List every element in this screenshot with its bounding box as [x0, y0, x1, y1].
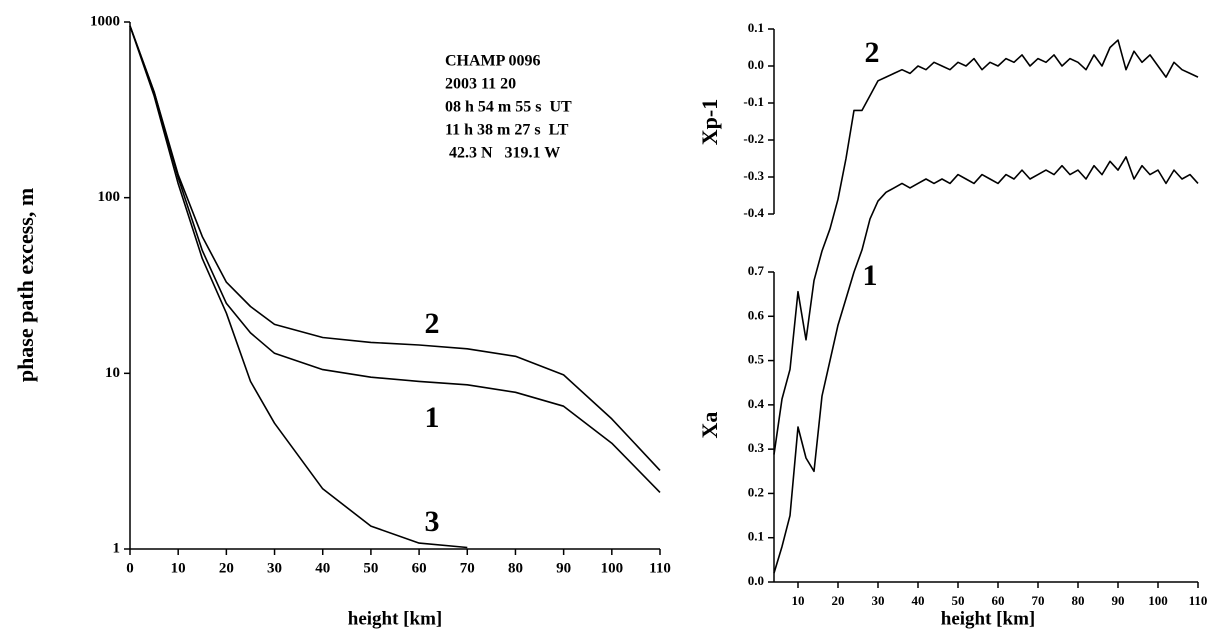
- x-tick-label: 30: [872, 593, 885, 608]
- x-tick-label: 30: [267, 560, 282, 576]
- x-tick-label: 20: [832, 593, 845, 608]
- x-tick-label: 110: [1189, 593, 1208, 608]
- x-tick-label: 50: [952, 593, 965, 608]
- x-tick-label: 90: [1112, 593, 1125, 608]
- series-line: [773, 156, 1199, 574]
- series-line: [129, 25, 661, 493]
- y2-axis-label: Xa: [697, 412, 722, 439]
- x-axis-label: height [km]: [941, 608, 1035, 629]
- annotation: 2003 11 20: [445, 76, 516, 93]
- y-axis-label: phase path excess, m: [13, 188, 38, 382]
- series-line: [129, 25, 661, 471]
- y-tick-label: 0.5: [748, 352, 765, 367]
- annotation: 42.3 N 319.1 W: [445, 145, 560, 162]
- y-tick-label: -0.1: [743, 94, 764, 109]
- series-label: 1: [863, 259, 878, 292]
- y-tick-label: 1000: [90, 13, 120, 29]
- series-line: [773, 39, 1199, 455]
- x-tick-label: 90: [556, 560, 571, 576]
- x-tick-label: 100: [1148, 593, 1168, 608]
- y-tick-label: 0.0: [748, 573, 764, 588]
- y-tick-label: 0.3: [748, 440, 765, 455]
- y-tick-label: 10: [105, 365, 120, 381]
- y-tick-label: -0.3: [743, 168, 764, 183]
- y-tick-label: -0.2: [743, 131, 764, 146]
- y-tick-label: 0.1: [748, 529, 764, 544]
- y-tick-label: 0.0: [748, 57, 764, 72]
- x-tick-label: 50: [363, 560, 378, 576]
- y-tick-label: 0.4: [748, 396, 765, 411]
- x-axis-label: height [km]: [348, 608, 442, 629]
- series-line: [129, 25, 468, 549]
- x-tick-label: 80: [508, 560, 523, 576]
- x-tick-label: 70: [460, 560, 475, 576]
- annotation: 08 h 54 m 55 s UT: [445, 99, 572, 116]
- y-tick-label: -0.4: [743, 205, 764, 220]
- y-tick-label: 0.2: [748, 484, 764, 499]
- y-tick-label: 0.1: [748, 20, 764, 35]
- x-tick-label: 100: [601, 560, 624, 576]
- x-tick-label: 80: [1072, 593, 1085, 608]
- y-tick-label: 0.7: [748, 263, 765, 278]
- x-tick-label: 10: [171, 560, 186, 576]
- x-tick-label: 0: [126, 560, 134, 576]
- x-tick-label: 60: [412, 560, 427, 576]
- series-label: 3: [425, 505, 440, 538]
- x-tick-label: 20: [219, 560, 234, 576]
- x-tick-label: 70: [1032, 593, 1045, 608]
- series-label: 1: [425, 401, 440, 434]
- series-label: 2: [865, 36, 880, 69]
- y-axis-label: Xp-1: [697, 99, 722, 145]
- y-tick-label: 100: [98, 189, 121, 205]
- x-tick-label: 10: [792, 593, 805, 608]
- annotation: 11 h 38 m 27 s LT: [445, 122, 569, 139]
- series-label: 2: [425, 307, 440, 340]
- annotation: CHAMP 0096: [445, 53, 541, 70]
- x-tick-label: 60: [992, 593, 1005, 608]
- x-tick-label: 40: [912, 593, 925, 608]
- y-tick-label: 0.6: [748, 307, 765, 322]
- y-tick-label: 1: [113, 540, 121, 556]
- x-tick-label: 40: [315, 560, 330, 576]
- x-tick-label: 110: [649, 560, 671, 576]
